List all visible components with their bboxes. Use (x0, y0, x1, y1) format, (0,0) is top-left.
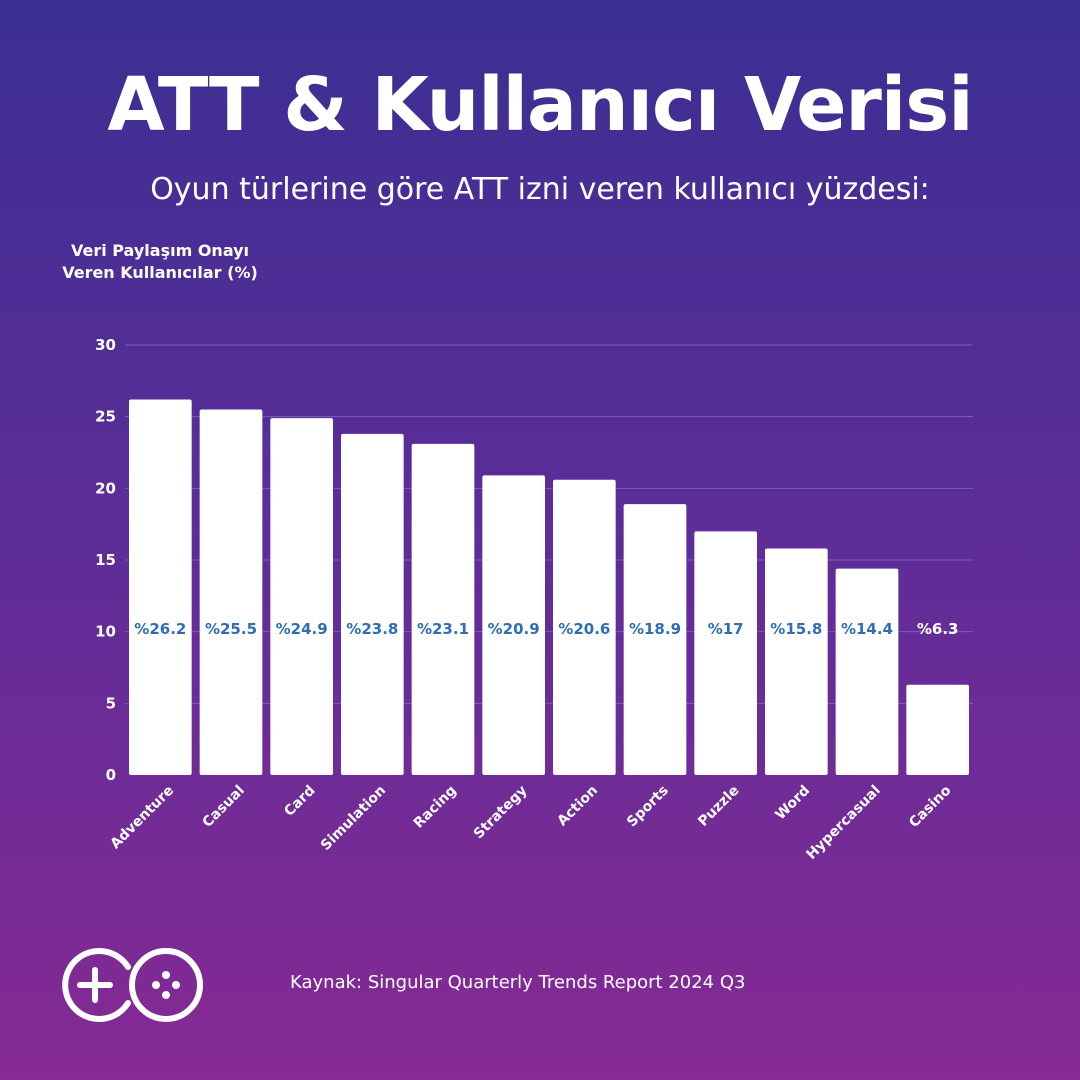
x-tick-label: Strategy (471, 783, 531, 843)
bar-puzzle (694, 531, 757, 775)
data-label: %14.4 (841, 620, 893, 638)
x-tick-label: Simulation (318, 783, 389, 854)
y-tick-label: 30 (95, 336, 116, 354)
data-label: %18.9 (629, 620, 681, 638)
y-axis-label: Veri Paylaşım Onayı Veren Kullanıcılar (… (62, 241, 258, 282)
data-label: %26.2 (134, 620, 186, 638)
x-tick-label: Casual (200, 783, 248, 831)
x-tick-label: Card (281, 783, 318, 820)
bar-casino (906, 684, 969, 775)
x-tick-label: Adventure (108, 783, 178, 853)
bar-word (765, 548, 828, 775)
data-label: %17 (708, 620, 744, 638)
bar-hypercasual (835, 568, 899, 775)
y-tick-label: 20 (95, 479, 116, 497)
bar-strategy (482, 475, 545, 775)
y-tick-label: 25 (95, 408, 116, 426)
bar-card (270, 418, 333, 775)
bar-adventure (129, 399, 192, 775)
data-label: %15.8 (770, 620, 822, 638)
y-tick-label: 5 (106, 694, 116, 712)
x-tick-label: Casino (906, 782, 955, 831)
page-subtitle: Oyun türlerine göre ATT izni veren kulla… (150, 172, 930, 207)
y-tick-label: 0 (106, 766, 116, 784)
y-tick-label: 15 (95, 551, 116, 569)
bar-action (553, 479, 616, 775)
data-label: %23.1 (417, 620, 469, 638)
bar-racing (411, 443, 475, 775)
data-label: %6.3 (917, 620, 959, 638)
bar-chart: %26.2 %25.5 %24.9 %23.8 %23.1 %20.9 %20.6 %18.9… (95, 336, 973, 863)
source-note: Kaynak: Singular Quarterly Trends Report… (290, 972, 746, 993)
x-tick-label: Sports (624, 783, 672, 831)
y-tick-label: 10 (95, 623, 116, 641)
data-label: %25.5 (205, 620, 257, 638)
x-tick-label: Puzzle (695, 783, 742, 830)
page-title: ATT & Kullanıcı Verisi (107, 62, 973, 148)
data-label: %20.9 (488, 620, 540, 638)
data-label: %23.8 (346, 620, 398, 638)
x-tick-label: Hypercasual (804, 783, 884, 863)
x-tick-label: Word (773, 783, 814, 824)
data-label: %24.9 (276, 620, 328, 638)
data-label: %20.6 (558, 620, 610, 638)
logo-icon (62, 948, 203, 1022)
x-tick-label: Action (554, 783, 601, 830)
x-tick-label: Racing (411, 783, 460, 832)
bar-casual (199, 409, 263, 775)
bar-sports (623, 504, 687, 775)
bar-simulation (341, 433, 404, 775)
